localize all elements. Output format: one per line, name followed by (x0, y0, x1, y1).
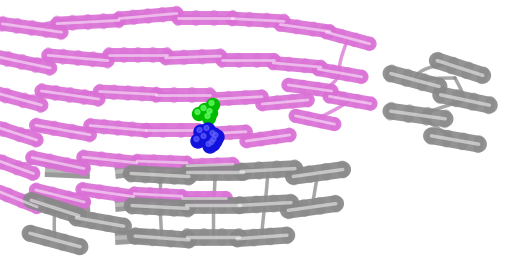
Circle shape (213, 133, 218, 138)
Circle shape (206, 137, 220, 151)
Circle shape (197, 128, 202, 133)
Circle shape (192, 107, 205, 120)
Circle shape (201, 134, 206, 139)
Circle shape (210, 130, 215, 135)
Circle shape (198, 131, 212, 145)
Circle shape (195, 110, 200, 115)
Circle shape (206, 98, 219, 111)
Circle shape (194, 125, 208, 139)
Circle shape (207, 128, 221, 142)
Circle shape (211, 136, 216, 142)
Circle shape (209, 101, 214, 106)
Circle shape (204, 125, 209, 130)
Circle shape (205, 114, 210, 119)
Circle shape (207, 109, 212, 114)
Circle shape (210, 130, 224, 144)
Circle shape (203, 111, 216, 125)
Circle shape (194, 136, 199, 142)
Circle shape (205, 106, 217, 120)
Circle shape (191, 134, 205, 148)
Circle shape (209, 139, 214, 144)
Circle shape (208, 134, 222, 148)
Circle shape (206, 142, 211, 147)
Circle shape (199, 103, 212, 116)
Circle shape (201, 123, 215, 137)
Circle shape (203, 139, 217, 153)
Circle shape (201, 106, 206, 111)
